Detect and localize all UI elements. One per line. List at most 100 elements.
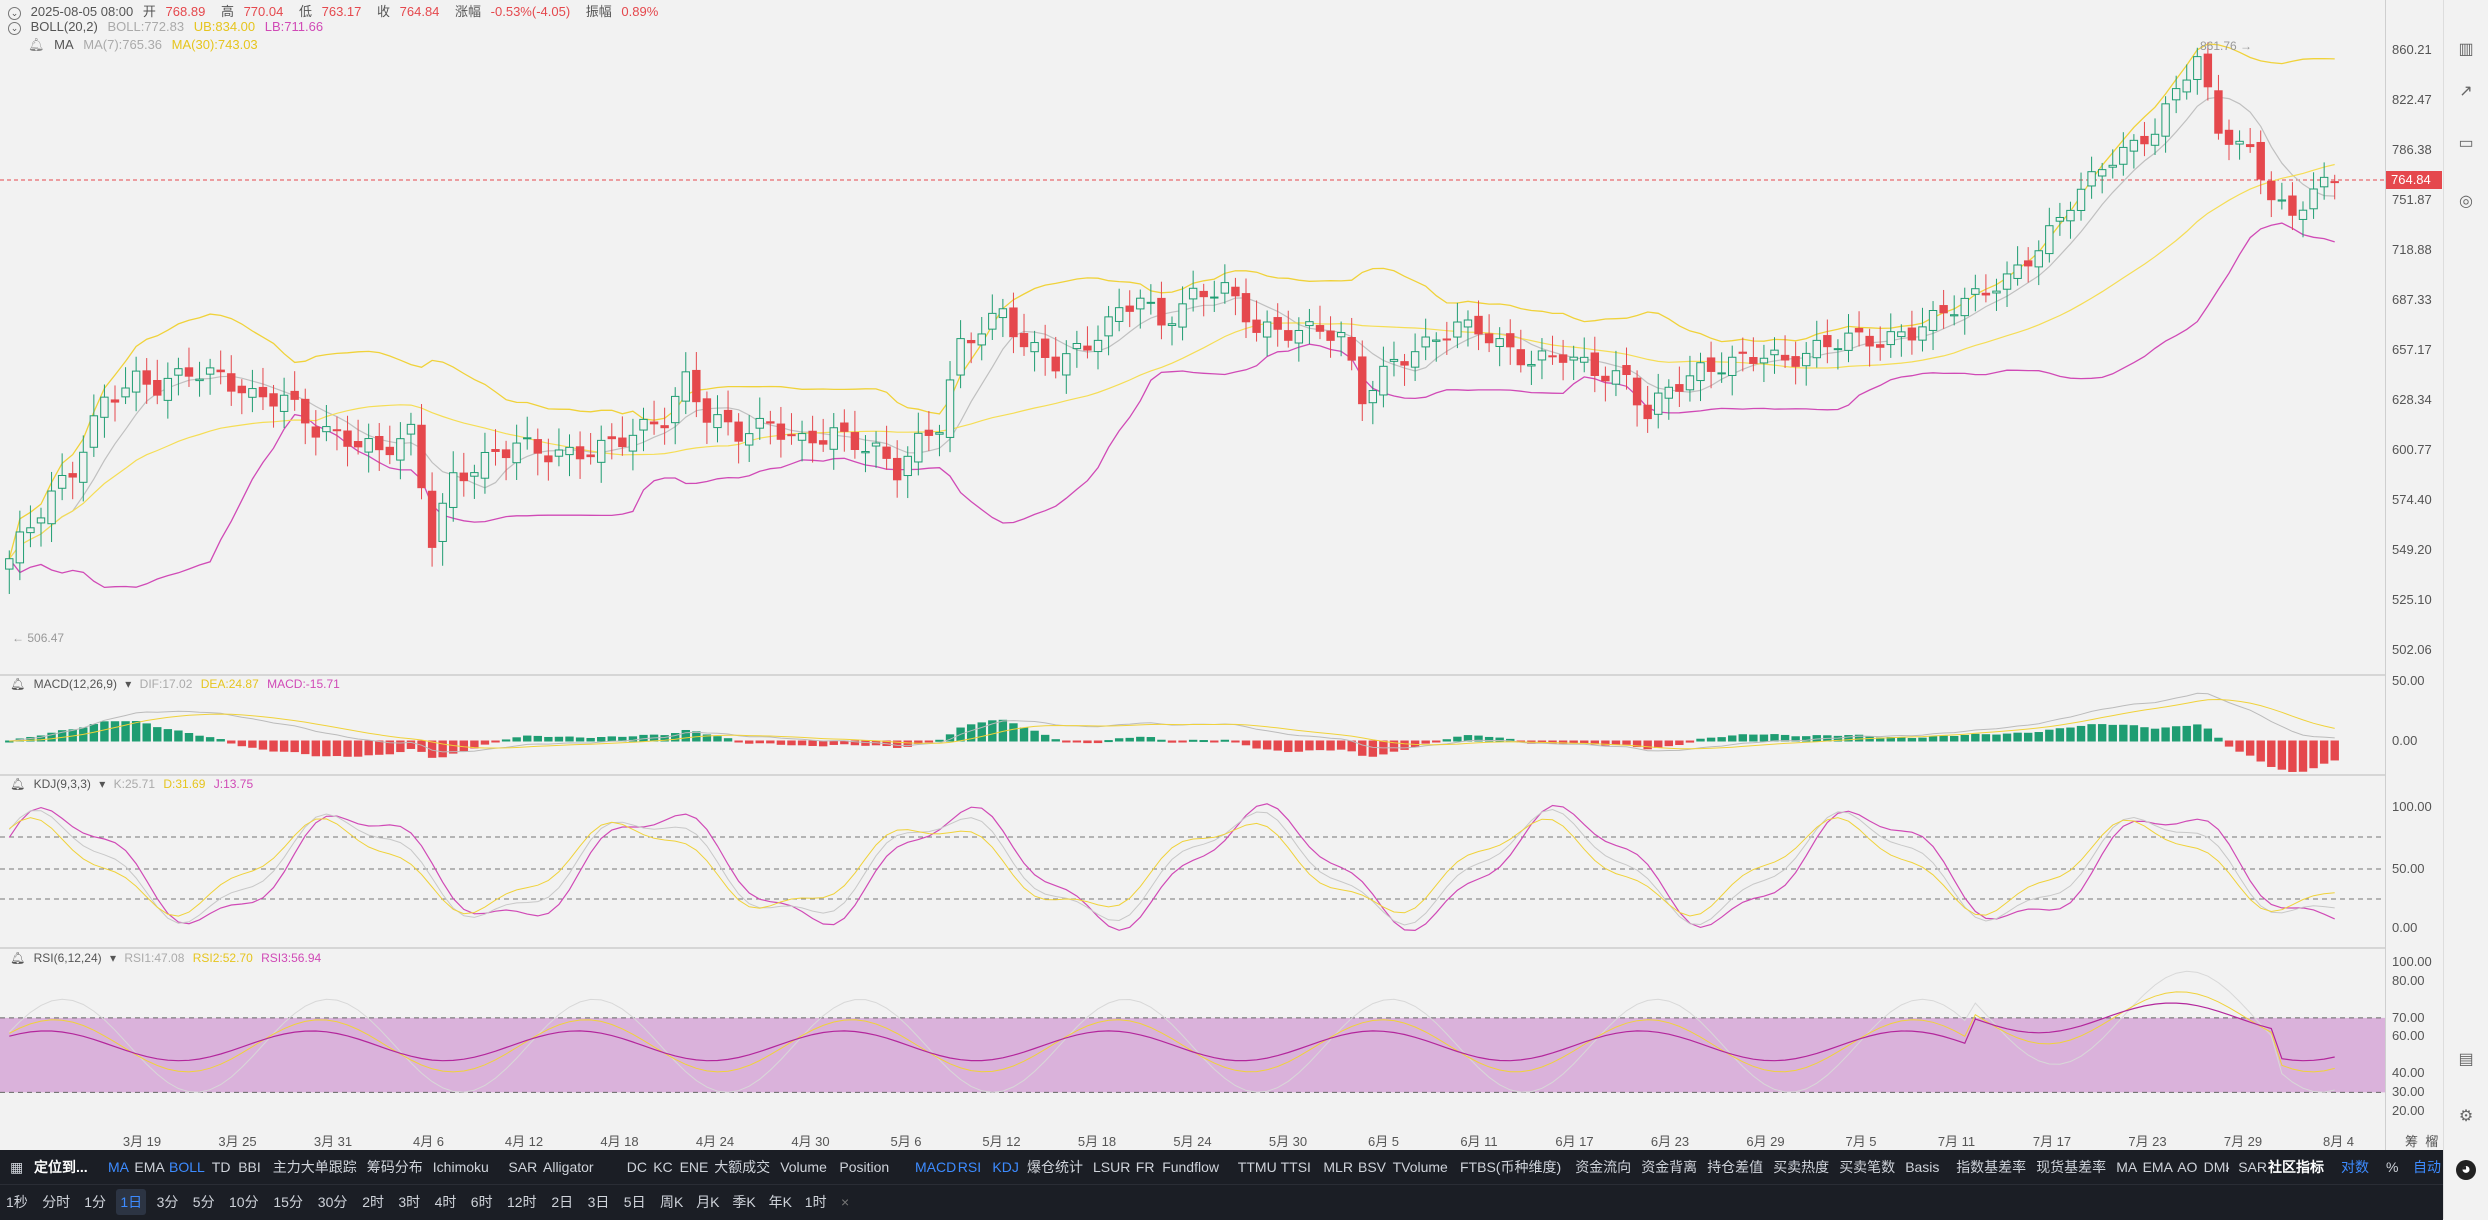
indicator-21[interactable]: FR: [1135, 1159, 1155, 1175]
bell-icon[interactable]: 🔔︎: [10, 677, 26, 691]
candle-body: [449, 472, 458, 508]
timeframe-17[interactable]: 周K: [660, 1194, 684, 1210]
timeframe-7[interactable]: 15分: [273, 1194, 303, 1210]
ma30-line: [8, 163, 2335, 560]
timeframe-6[interactable]: 10分: [229, 1194, 259, 1210]
timeframe-5[interactable]: 5分: [192, 1194, 215, 1210]
indicator-38[interactable]: EMA: [2142, 1159, 2173, 1175]
trend-icon[interactable]: ↗: [2459, 83, 2473, 100]
timeframe-21[interactable]: 1时: [804, 1194, 827, 1210]
indicator-19[interactable]: 爆仓统计: [1027, 1159, 1083, 1175]
indicator-23[interactable]: TTMU: [1237, 1159, 1277, 1175]
indicator-33[interactable]: 买卖笔数: [1839, 1159, 1896, 1175]
indicator-13[interactable]: 大额成交: [714, 1159, 771, 1175]
timeframe-8[interactable]: 30分: [317, 1194, 348, 1210]
timeframe-10[interactable]: 3时: [398, 1194, 421, 1210]
indicator-17[interactable]: RSI: [957, 1159, 982, 1175]
timeframe-11[interactable]: 4时: [434, 1194, 457, 1210]
timeframe-20[interactable]: 年K: [768, 1194, 792, 1210]
timeframe-4[interactable]: 3分: [156, 1194, 179, 1210]
indicator-11[interactable]: KC: [653, 1159, 673, 1175]
bell-icon[interactable]: 🔔︎: [10, 777, 26, 791]
settings-icon[interactable]: ⚙: [2458, 1108, 2474, 1125]
macd-bar: [1928, 736, 1938, 742]
timeframe-1[interactable]: 分时: [42, 1194, 71, 1210]
timeframe-12[interactable]: 6时: [470, 1194, 493, 1210]
timeframe-19[interactable]: 季K: [732, 1194, 756, 1210]
dropdown-icon[interactable]: ▾: [109, 951, 116, 965]
indicator-16[interactable]: MACD: [915, 1159, 957, 1175]
indicator-14[interactable]: Volume: [780, 1159, 827, 1175]
indicator-9[interactable]: Alligator: [543, 1159, 594, 1175]
indicator-30[interactable]: 资金背离: [1641, 1159, 1698, 1175]
percent-toggle[interactable]: %: [2386, 1159, 2399, 1175]
axis-corner[interactable]: 筹 榴: [2405, 1134, 2439, 1149]
indicator-29[interactable]: 资金流向: [1575, 1159, 1632, 1175]
indicator-5[interactable]: 主力大单跟踪: [272, 1159, 357, 1175]
indicator-22[interactable]: Fundflow: [1162, 1159, 1219, 1175]
price-tick: 860.21: [2392, 42, 2432, 57]
calendar-icon[interactable]: ▦: [10, 1159, 24, 1175]
dropdown-icon[interactable]: ▾: [125, 677, 132, 691]
timeframe-3[interactable]: 1日: [116, 1189, 147, 1215]
indicator-25[interactable]: MLR: [1323, 1159, 1353, 1175]
locate-button[interactable]: 定位到...: [34, 1159, 88, 1175]
indicator-31[interactable]: 持仓差值: [1707, 1159, 1764, 1175]
ma7-value: MA(7):765.36: [83, 37, 163, 52]
indicator-35[interactable]: 指数基差率: [1956, 1159, 2027, 1175]
indicator-15[interactable]: Position: [839, 1159, 890, 1175]
candlestick-chart[interactable]: [0, 0, 2385, 1150]
indicator-7[interactable]: Ichimoku: [432, 1159, 489, 1175]
indicator-39[interactable]: AO: [2177, 1159, 2198, 1175]
indicator-26[interactable]: BSV: [1358, 1159, 1387, 1175]
indicator-1[interactable]: EMA: [134, 1159, 165, 1175]
timeframe-14[interactable]: 2日: [551, 1194, 574, 1210]
dropdown-icon[interactable]: ▾: [99, 777, 106, 791]
indicator-10[interactable]: DC: [626, 1159, 648, 1175]
bell-icon[interactable]: 🔔︎: [28, 37, 45, 52]
layers-icon[interactable]: ◎: [2459, 193, 2473, 210]
timeframe-9[interactable]: 2时: [362, 1194, 384, 1210]
layout-icon[interactable]: ▤: [2458, 1051, 2474, 1068]
chart-area[interactable]: [0, 0, 2385, 1150]
timeframe-0[interactable]: 1秒: [6, 1194, 28, 1210]
indicator-34[interactable]: Basis: [1905, 1159, 1940, 1175]
timeframe-15[interactable]: 3日: [587, 1194, 610, 1210]
collapse-icon[interactable]: ⌄: [8, 7, 21, 20]
indicator-20[interactable]: LSUR: [1093, 1159, 1131, 1175]
timeframe-16[interactable]: 5日: [623, 1194, 646, 1210]
indicator-32[interactable]: 买卖热度: [1773, 1159, 1830, 1175]
timeframe-2[interactable]: 1分: [84, 1194, 106, 1210]
timeframe-18[interactable]: 月K: [696, 1194, 720, 1210]
community-indicators-button[interactable]: 社区指标: [2268, 1159, 2324, 1175]
indicator-2[interactable]: BOLL: [169, 1159, 205, 1175]
log-scale-toggle[interactable]: 对数: [2341, 1159, 2369, 1175]
candle-body: [153, 380, 162, 396]
monitor-icon[interactable]: ▭: [2458, 135, 2474, 152]
indicator-3[interactable]: TD: [211, 1159, 231, 1175]
indicator-0[interactable]: MA: [108, 1159, 129, 1175]
chart-type-icon[interactable]: ▥: [2458, 41, 2474, 58]
indicator-27[interactable]: TVolume: [1392, 1159, 1448, 1175]
indicator-28[interactable]: FTBS(币种维度): [1460, 1159, 1562, 1175]
indicator-8[interactable]: SAR: [508, 1159, 538, 1175]
indicator-41[interactable]: SAR: [2238, 1159, 2267, 1175]
indicator-4[interactable]: BBI: [238, 1159, 261, 1175]
more-indicators-icon[interactable]: ›: [2225, 1159, 2230, 1175]
indicator-37[interactable]: MA: [2116, 1159, 2138, 1175]
timeframe-13[interactable]: 12时: [507, 1194, 537, 1210]
indicator-6[interactable]: 筹码分布: [366, 1159, 423, 1175]
price-axis[interactable]: 860.21 822.47 786.38 751.87 718.88 687.33 657.…: [2385, 0, 2444, 1150]
candle-body: [89, 415, 99, 448]
indicator-18[interactable]: KDJ: [992, 1159, 1019, 1175]
collapse-icon[interactable]: ⌄: [8, 22, 21, 35]
indicator-40[interactable]: DMI: [2203, 1159, 2230, 1175]
indicator-24[interactable]: TTSI: [1280, 1159, 1311, 1175]
close-icon[interactable]: ×: [841, 1194, 850, 1210]
auto-scale-toggle[interactable]: 自动: [2413, 1159, 2441, 1175]
indicator-36[interactable]: 现货基差率: [2036, 1159, 2107, 1175]
panda-icon[interactable]: ◕: [2456, 1160, 2476, 1180]
candle-body: [2097, 169, 2107, 177]
bell-icon[interactable]: 🔔︎: [10, 951, 26, 965]
indicator-12[interactable]: ENE: [679, 1159, 709, 1175]
